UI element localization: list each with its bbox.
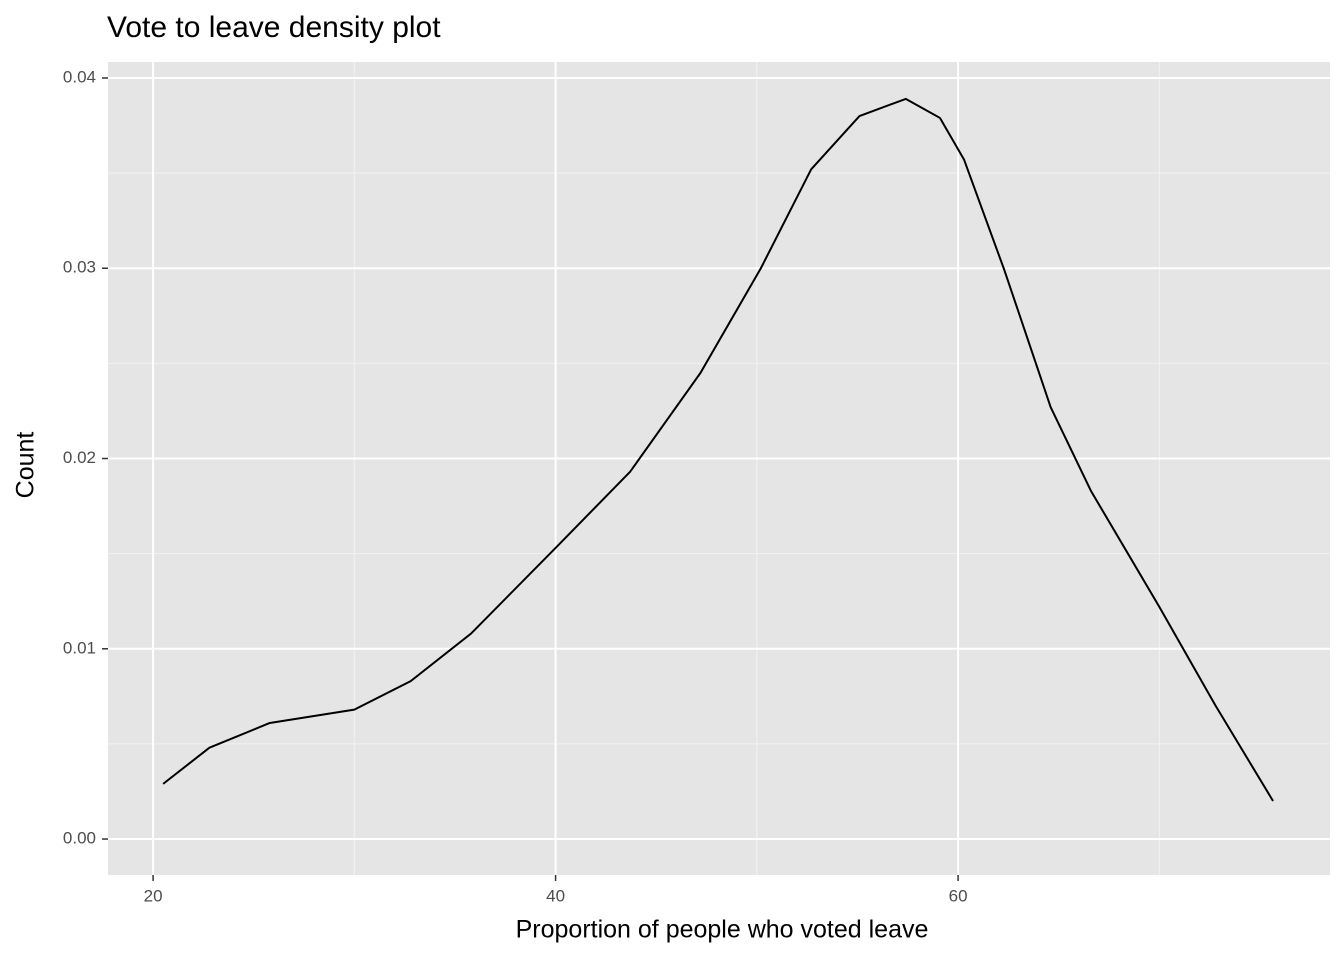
y-tick-label: 0.03: [63, 258, 96, 277]
panel: [108, 62, 1330, 875]
chart-title: Vote to leave density plot: [107, 11, 441, 44]
x-tick-label: 40: [546, 886, 565, 905]
y-tick-label: 0.02: [63, 448, 96, 467]
x-axis-title: Proportion of people who voted leave: [516, 916, 929, 944]
y-tick-label: 0.00: [63, 829, 96, 848]
grid: [108, 62, 1330, 875]
y-tick-label: 0.04: [63, 67, 96, 86]
y-tick-label: 0.01: [63, 638, 96, 657]
density-line: [162, 97, 1274, 802]
y-axis-title: Count: [12, 432, 40, 499]
x-tick-label: 60: [949, 886, 968, 905]
x-tick-label: 20: [144, 886, 163, 905]
